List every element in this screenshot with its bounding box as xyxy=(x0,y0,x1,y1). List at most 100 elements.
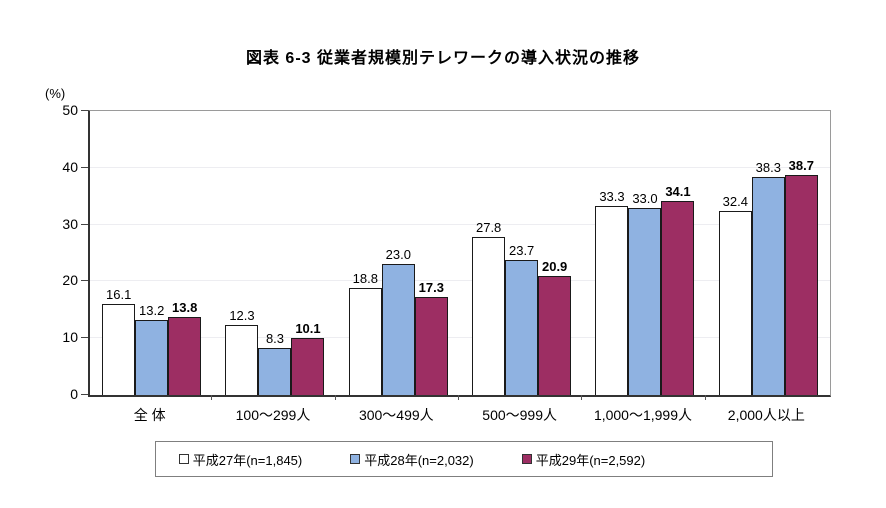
bar-value-label: 33.3 xyxy=(599,188,625,204)
y-axis-tick-mark xyxy=(81,166,88,168)
bar-value-label: 16.1 xyxy=(106,286,132,302)
bar xyxy=(538,276,572,395)
bar xyxy=(751,177,785,395)
bar-value-label: 10.1 xyxy=(295,320,321,336)
y-axis-tick-label: 10 xyxy=(62,329,78,346)
legend: 平成27年(n=1,845) 平成28年(n=2,032) 平成29年(n=2,59… xyxy=(155,441,773,477)
legend-marker-swatch xyxy=(178,454,189,464)
bar-column: 23.7 xyxy=(505,111,539,395)
bar-value-label: 12.3 xyxy=(229,308,255,324)
bar xyxy=(505,260,539,395)
bar-value-label: 8.3 xyxy=(265,330,285,346)
bar-group: 33.3 33.0 34.1 xyxy=(583,111,706,395)
y-axis-tick-label: 20 xyxy=(62,272,78,289)
y-axis-tick-mark xyxy=(81,280,88,282)
bar xyxy=(381,264,415,395)
bar-value-label: 27.8 xyxy=(475,220,502,236)
legend-item-label: 平成28年(n=2,032) xyxy=(364,452,474,468)
bar xyxy=(225,325,259,395)
bar-column: 13.8 xyxy=(168,111,202,395)
bar-value-label: 23.0 xyxy=(385,247,411,263)
gridline xyxy=(90,280,830,282)
bar-group: 18.8 23.0 17.3 xyxy=(337,111,460,395)
bar-column: 8.3 xyxy=(258,111,292,395)
bar xyxy=(595,205,629,395)
gridline xyxy=(90,166,830,168)
legend-item: 平成28年(n=2,032) xyxy=(350,450,474,469)
legend-items: 平成27年(n=1,845) 平成28年(n=2,032) 平成29年(n=2,59… xyxy=(178,450,646,469)
bar-value-label: 20.9 xyxy=(541,259,568,275)
bar xyxy=(661,201,695,395)
y-axis-tick-label: 0 xyxy=(70,386,78,402)
category-label: 500～999人 xyxy=(482,407,557,423)
bar-column: 34.1 xyxy=(661,111,695,395)
chart-title: 図表 6-3 従業者規模別テレワークの導入状況の推移 xyxy=(245,50,641,67)
bar-column: 17.3 xyxy=(414,111,448,395)
bar-value-label: 32.4 xyxy=(722,193,748,209)
bar-column: 20.9 xyxy=(538,111,572,395)
bar-column: 33.3 xyxy=(595,111,629,395)
bar-value-label: 13.8 xyxy=(172,299,198,315)
x-axis-tick-mark xyxy=(211,395,213,400)
bar xyxy=(348,288,382,395)
bar-column: 27.8 xyxy=(472,111,506,395)
bar xyxy=(784,175,818,395)
bar-value-label: 38.7 xyxy=(788,158,814,174)
y-axis-unit-label: (%) xyxy=(45,86,66,101)
category-label: 2,000人以上 xyxy=(727,407,805,423)
legend-marker-swatch xyxy=(521,454,532,464)
y-axis-tick-label: 50 xyxy=(62,102,78,118)
bar-value-label: 34.1 xyxy=(665,184,691,200)
legend-item: 平成29年(n=2,592) xyxy=(521,450,646,469)
bar xyxy=(168,316,202,395)
bar xyxy=(472,237,506,395)
bar-group: 32.4 38.3 38.7 xyxy=(707,111,830,395)
x-axis-tick-mark xyxy=(334,395,336,400)
bar xyxy=(414,296,448,395)
y-axis-tick-label: 30 xyxy=(62,215,78,232)
y-axis-tick-mark xyxy=(81,223,88,225)
bar-value-label: 18.8 xyxy=(352,271,378,287)
y-axis-tick-mark xyxy=(81,110,88,111)
legend-item-label: 平成29年(n=2,592) xyxy=(535,452,646,468)
bar xyxy=(258,347,292,395)
bar-group: 16.1 13.2 13.8 xyxy=(90,111,213,395)
x-axis-category-labels: 全 体 100～299人 300～499人 500～999人 1,000～1,999人 2… xyxy=(88,405,828,425)
category-label: 1,000～1,999人 xyxy=(593,407,693,423)
bar-column: 38.7 xyxy=(784,111,818,395)
category-label: 300～499人 xyxy=(358,407,434,423)
y-axis-tick-mark xyxy=(81,394,88,395)
bar-value-label: 23.7 xyxy=(508,243,535,259)
bar-value-label: 38.3 xyxy=(755,160,781,176)
x-axis-ticks xyxy=(88,395,828,400)
bar xyxy=(291,337,325,395)
x-axis-tick-mark xyxy=(458,395,459,400)
y-axis-tick-labels: 0 10 20 30 40 50 xyxy=(30,102,78,402)
legend-marker-swatch xyxy=(350,454,361,464)
legend-item-label: 平成27年(n=1,845) xyxy=(192,452,303,468)
category-label: 全 体 xyxy=(133,407,166,423)
bar-column: 12.3 xyxy=(225,111,259,395)
x-axis-tick-mark xyxy=(704,395,706,400)
y-axis-ticks xyxy=(81,110,88,395)
bar xyxy=(135,320,169,395)
category-label: 100～299人 xyxy=(235,407,311,423)
plot-area: 16.1 13.2 13.8 12.3 8.3 10.1 18.8 23.0 17.3 27.8 2… xyxy=(88,110,831,397)
bar-value-label: 13.2 xyxy=(139,303,165,319)
x-axis-tick-mark xyxy=(581,395,583,400)
bar-column: 38.3 xyxy=(751,111,785,395)
bar-value-label: 33.0 xyxy=(632,190,658,206)
bar-column: 10.1 xyxy=(291,111,325,395)
bar-column: 32.4 xyxy=(718,111,752,395)
bar xyxy=(628,207,662,395)
bar-group: 27.8 23.7 20.9 xyxy=(460,111,583,395)
y-axis-tick-label: 40 xyxy=(62,158,78,175)
bar-column: 16.1 xyxy=(102,111,136,395)
bar-group: 12.3 8.3 10.1 xyxy=(213,111,336,395)
bar-column: 18.8 xyxy=(348,111,382,395)
bar-column: 23.0 xyxy=(381,111,415,395)
gridline xyxy=(90,223,830,225)
legend-item: 平成27年(n=1,845) xyxy=(178,450,303,469)
y-axis-tick-mark xyxy=(81,337,88,339)
